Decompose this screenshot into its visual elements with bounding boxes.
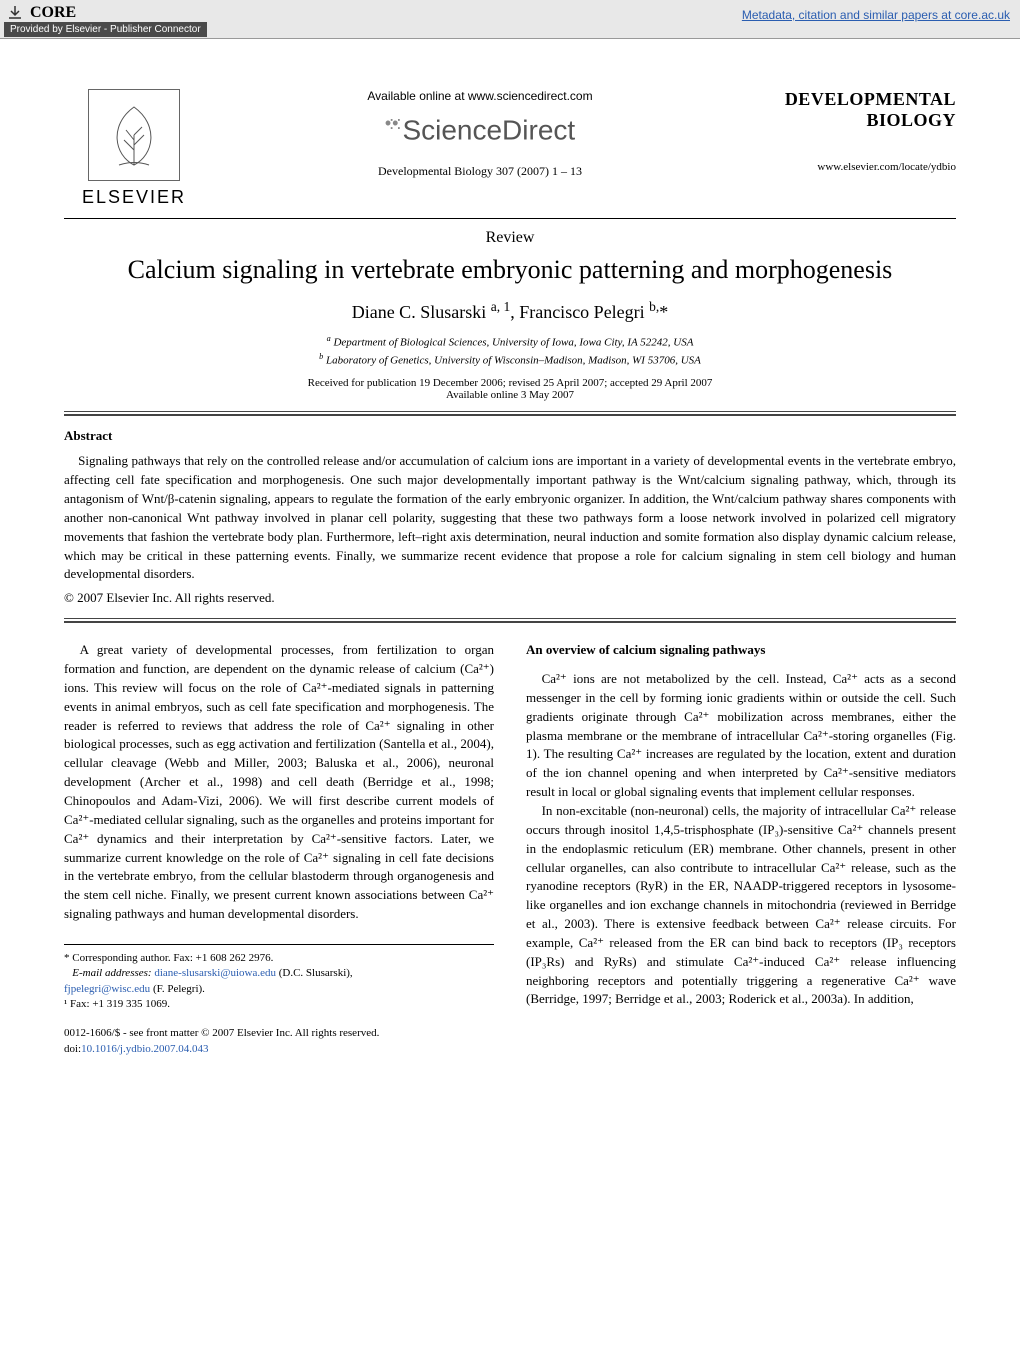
email-pelegri-line: fjpelegri@wisc.edu (F. Pelegri). [64,982,494,997]
abstract-heading: Abstract [64,428,956,444]
available-online-label: Available online at www.sciencedirect.co… [224,89,736,103]
emails-label: E-mail addresses: [72,967,151,979]
right-column: An overview of calcium signaling pathway… [526,641,956,1058]
journal-name-line1: DEVELOPMENTAL [756,89,956,110]
abstract-copyright: © 2007 Elsevier Inc. All rights reserved… [64,590,956,606]
intro-paragraph: A great variety of developmental process… [64,641,494,924]
publisher-block: ELSEVIER [64,89,204,208]
header-center: Available online at www.sciencedirect.co… [204,89,756,179]
elsevier-logo [88,89,180,181]
email-pelegri[interactable]: fjpelegri@wisc.edu [64,983,150,995]
abstract-text: Signaling pathways that rely on the cont… [64,453,956,581]
overview-para-2: In non-excitable (non-neuronal) cells, t… [526,802,956,1009]
left-column: A great variety of developmental process… [64,641,494,1058]
affiliation-b: Laboratory of Genetics, University of Wi… [326,355,701,367]
overview-para-1: Ca²⁺ ions are not metabolized by the cel… [526,670,956,802]
email1-name: (D.C. Slusarski), [279,967,353,979]
affiliations: a Department of Biological Sciences, Uni… [64,333,956,369]
footer-issn: 0012-1606/$ - see front matter © 2007 El… [64,1026,494,1058]
journal-url: www.elsevier.com/locate/ydbio [756,161,956,173]
elsevier-tree-icon [94,95,174,175]
core-download-icon [6,4,24,22]
available-online-date: Available online 3 May 2007 [446,389,574,401]
metadata-link[interactable]: Metadata, citation and similar papers at… [742,8,1010,22]
article-dates: Received for publication 19 December 200… [64,377,956,401]
authors: Diane C. Slusarski a, 1, Francisco Peleg… [64,299,956,323]
email2-name: (F. Pelegri). [153,983,205,995]
received-revised-accepted: Received for publication 19 December 200… [308,377,713,389]
header-rule [64,218,956,219]
doi-link[interactable]: 10.1016/j.ydbio.2007.04.043 [81,1043,208,1055]
author-2-affil: b, [649,299,659,314]
core-metadata-link[interactable]: Metadata, citation and similar papers at… [742,8,1010,22]
sciencedirect-text: ScienceDirect [402,114,575,145]
provided-by-label: Provided by Elsevier - Publisher Connect… [4,22,207,37]
core-brand: CORE [6,4,76,22]
abstract-rule-top [64,411,956,412]
email-addresses: E-mail addresses: diane-slusarski@uiowa.… [64,966,494,981]
article-title: Calcium signaling in vertebrate embryoni… [64,255,956,285]
core-label: CORE [30,4,76,22]
fax-note: ¹ Fax: +1 319 335 1069. [64,997,494,1012]
repository-banner: CORE Provided by Elsevier - Publisher Co… [0,0,1020,39]
corresponding-marker: * [659,302,668,322]
header-right: DEVELOPMENTAL BIOLOGY www.elsevier.com/l… [756,89,956,173]
section-heading-overview: An overview of calcium signaling pathway… [526,641,956,660]
author-2: Francisco Pelegri [519,302,644,322]
footnotes: * Corresponding author. Fax: +1 608 262 … [64,944,494,1013]
journal-header: ELSEVIER Available online at www.science… [64,89,956,208]
page-content: ELSEVIER Available online at www.science… [0,39,1020,1088]
doi-label: doi: [64,1043,81,1055]
journal-citation: Developmental Biology 307 (2007) 1 – 13 [224,164,736,179]
publisher-name: ELSEVIER [64,187,204,208]
abstract-body: Signaling pathways that rely on the cont… [64,452,956,584]
sciencedirect-dots-icon: •:•: [385,113,403,133]
issn-line: 0012-1606/$ - see front matter © 2007 El… [64,1027,379,1039]
article-type: Review [64,229,956,247]
author-1-affil: a, 1 [491,299,511,314]
corresponding-author-note: * Corresponding author. Fax: +1 608 262 … [64,951,494,966]
affiliation-a: Department of Biological Sciences, Unive… [333,337,693,349]
body-columns: A great variety of developmental process… [64,641,956,1058]
email-slusarski[interactable]: diane-slusarski@uiowa.edu [154,967,276,979]
abstract-rule-top2 [64,414,956,416]
author-1: Diane C. Slusarski [352,302,487,322]
abstract-rule-bot [64,618,956,619]
abstract-rule-bot2 [64,621,956,623]
journal-name-line2: BIOLOGY [756,110,956,131]
sciencedirect-logo: •:•: ScienceDirect [224,113,736,146]
